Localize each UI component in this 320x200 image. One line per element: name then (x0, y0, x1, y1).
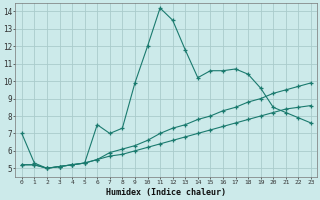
X-axis label: Humidex (Indice chaleur): Humidex (Indice chaleur) (106, 188, 226, 197)
